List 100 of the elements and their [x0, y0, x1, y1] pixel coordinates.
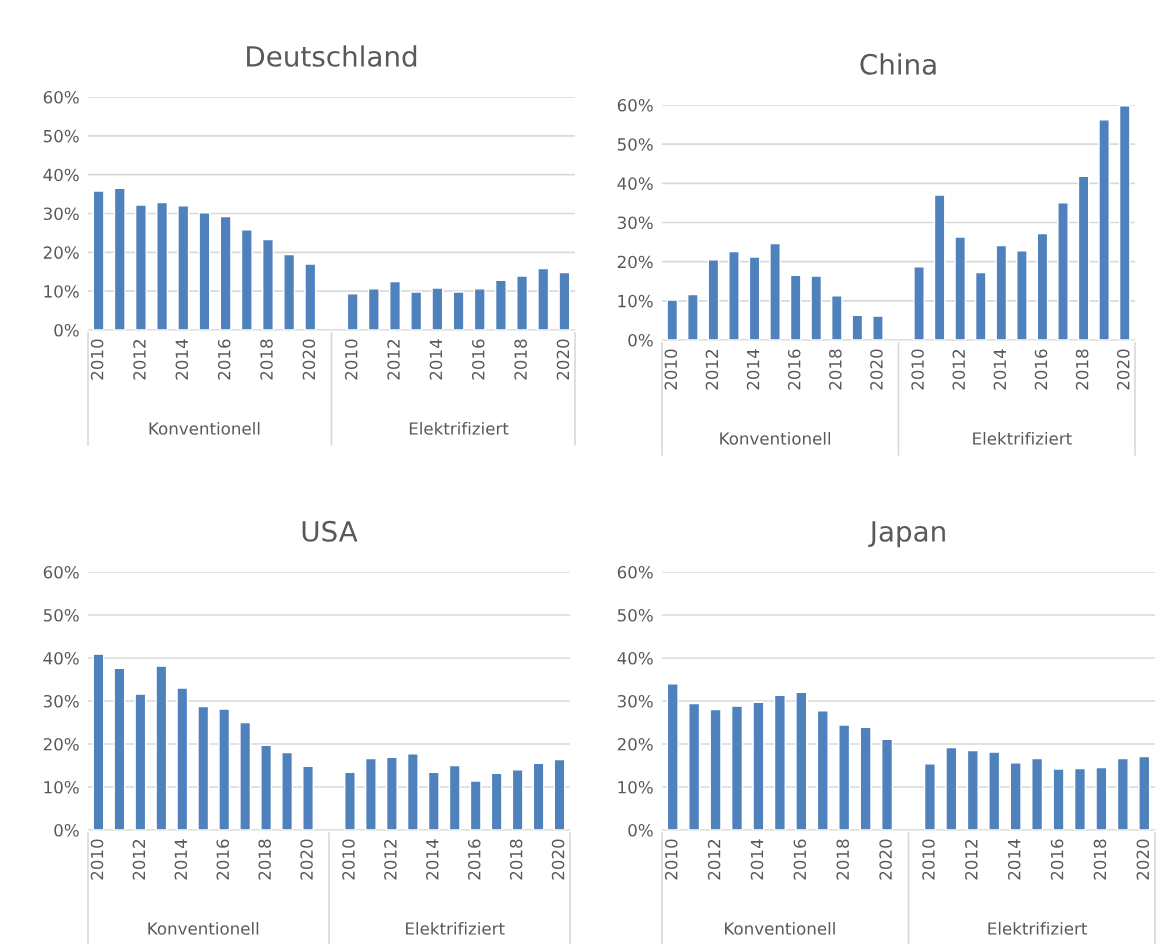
x-tick-label: 2018: [509, 839, 523, 880]
bar: [1016, 250, 1028, 340]
bar: [92, 653, 105, 830]
bar: [260, 744, 273, 830]
x-tick-label: 2018: [829, 349, 842, 390]
bar: [730, 705, 744, 830]
x-tick-label: 2010: [911, 349, 924, 390]
text: Elektrifiziert: [406, 921, 505, 935]
x-tick-label: 2012: [132, 840, 146, 880]
bar: [218, 708, 231, 830]
x-tick-label: 2010: [342, 839, 355, 880]
x-tick-label: 2014: [174, 839, 188, 880]
bar: [406, 753, 419, 830]
x-tick-label: 2018: [258, 839, 271, 880]
bar: [707, 259, 720, 340]
bar: [687, 293, 699, 340]
y-tick-label: 0%: [628, 333, 653, 347]
bar: [511, 769, 524, 830]
bar: [1073, 767, 1087, 830]
y-tick-label: 0%: [54, 323, 79, 337]
bar: [410, 291, 423, 330]
bar: [666, 683, 679, 830]
bar: [469, 780, 482, 830]
y-tick-label: 50%: [617, 138, 653, 151]
bar: [666, 299, 679, 340]
chart-title: Japan: [868, 521, 945, 548]
bar: [688, 702, 701, 830]
bar: [177, 205, 190, 330]
bar: [558, 271, 571, 330]
y-tick-label: 20%: [617, 255, 653, 269]
chart-title: USA: [302, 520, 358, 542]
x-tick-label: 2010: [90, 839, 104, 880]
y-tick-label: 60%: [43, 90, 79, 104]
bar: [385, 756, 398, 830]
x-tick-label: 2014: [429, 339, 443, 380]
bar: [1057, 202, 1069, 340]
bar: [113, 187, 126, 330]
x-tick-label: 2018: [1093, 839, 1107, 880]
y-tick-label: 10%: [44, 285, 79, 298]
x-tick-label: 2012: [952, 350, 966, 390]
bar: [490, 772, 503, 830]
y-tick-label: 50%: [617, 608, 653, 622]
bar: [240, 229, 253, 330]
x-tick-label: 2012: [387, 340, 400, 380]
bar: [838, 724, 851, 830]
bar: [769, 242, 781, 340]
bar: [810, 275, 823, 340]
x-tick-label: 2020: [302, 339, 316, 380]
bar: [134, 204, 147, 330]
y-tick-label: 10%: [618, 294, 653, 308]
x-tick-label: 2018: [836, 839, 850, 880]
text: Konventionell: [720, 431, 831, 445]
bar: [427, 771, 440, 830]
bar: [851, 314, 864, 340]
bar: [933, 194, 946, 340]
bar: [537, 267, 550, 330]
x-tick-label: 2010: [90, 339, 104, 380]
x-tick-label: 2020: [556, 339, 570, 380]
bar: [516, 275, 529, 330]
bar: [859, 726, 872, 830]
x-tick-label: 2020: [300, 839, 313, 880]
bar: [966, 749, 979, 830]
y-tick-label: 0%: [54, 823, 79, 837]
bar: [872, 315, 884, 340]
bar: [389, 280, 402, 330]
text: Elektrifiziert: [988, 921, 1088, 935]
bar: [945, 746, 958, 830]
x-tick-label: 2012: [965, 840, 978, 880]
x-tick-label: 2018: [1075, 349, 1089, 390]
y-tick-label: 10%: [618, 780, 653, 794]
bar: [752, 701, 765, 830]
bar: [1116, 757, 1129, 830]
x-tick-label: 2018: [514, 339, 527, 380]
bar: [1077, 175, 1090, 340]
bar: [431, 287, 444, 330]
bar: [795, 691, 808, 830]
y-tick-label: 20%: [617, 737, 653, 751]
y-tick-label: 30%: [617, 216, 653, 230]
bar: [1118, 105, 1131, 340]
y-tick-label: 60%: [43, 565, 79, 579]
x-tick-label: 2020: [1136, 839, 1150, 880]
x-tick-label: 2012: [705, 350, 719, 390]
y-tick-label: 30%: [43, 207, 79, 221]
bar: [1098, 119, 1110, 340]
bar: [156, 201, 169, 330]
bar: [155, 665, 168, 830]
bar: [789, 274, 802, 340]
bar: [197, 705, 210, 830]
bar: [219, 215, 232, 330]
x-tick-label: 2020: [870, 349, 883, 390]
bar: [1095, 766, 1108, 830]
x-tick-label: 2010: [664, 839, 678, 880]
y-tick-label: 40%: [617, 651, 653, 665]
y-tick-label: 50%: [43, 129, 79, 143]
bar: [995, 244, 1008, 340]
y-tick-label: 30%: [617, 694, 653, 708]
y-tick-label: 20%: [43, 246, 79, 259]
bar: [452, 291, 465, 330]
bar: [367, 288, 380, 330]
x-tick-label: 2010: [664, 349, 678, 390]
